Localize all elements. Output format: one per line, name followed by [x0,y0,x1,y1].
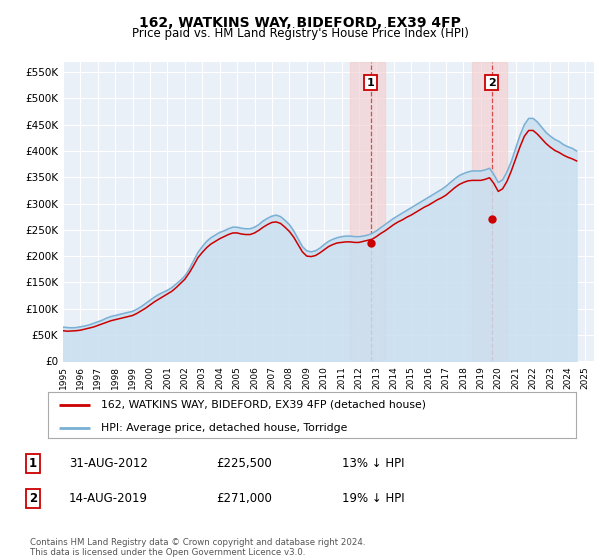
Text: 1: 1 [29,457,37,470]
Text: 2: 2 [29,492,37,505]
Text: 2: 2 [488,78,496,87]
Text: 31-AUG-2012: 31-AUG-2012 [69,457,148,470]
Text: HPI: Average price, detached house, Torridge: HPI: Average price, detached house, Torr… [101,423,347,433]
Text: 1: 1 [367,78,374,87]
Text: £271,000: £271,000 [216,492,272,505]
Text: 14-AUG-2019: 14-AUG-2019 [69,492,148,505]
Text: 19% ↓ HPI: 19% ↓ HPI [342,492,404,505]
Text: £225,500: £225,500 [216,457,272,470]
Text: Price paid vs. HM Land Registry's House Price Index (HPI): Price paid vs. HM Land Registry's House … [131,27,469,40]
Bar [472,62,507,361]
Text: 162, WATKINS WAY, BIDEFORD, EX39 4FP: 162, WATKINS WAY, BIDEFORD, EX39 4FP [139,16,461,30]
Bar [350,62,385,361]
Text: 13% ↓ HPI: 13% ↓ HPI [342,457,404,470]
Text: Contains HM Land Registry data © Crown copyright and database right 2024.
This d: Contains HM Land Registry data © Crown c… [30,538,365,557]
Text: 162, WATKINS WAY, BIDEFORD, EX39 4FP (detached house): 162, WATKINS WAY, BIDEFORD, EX39 4FP (de… [101,400,426,410]
